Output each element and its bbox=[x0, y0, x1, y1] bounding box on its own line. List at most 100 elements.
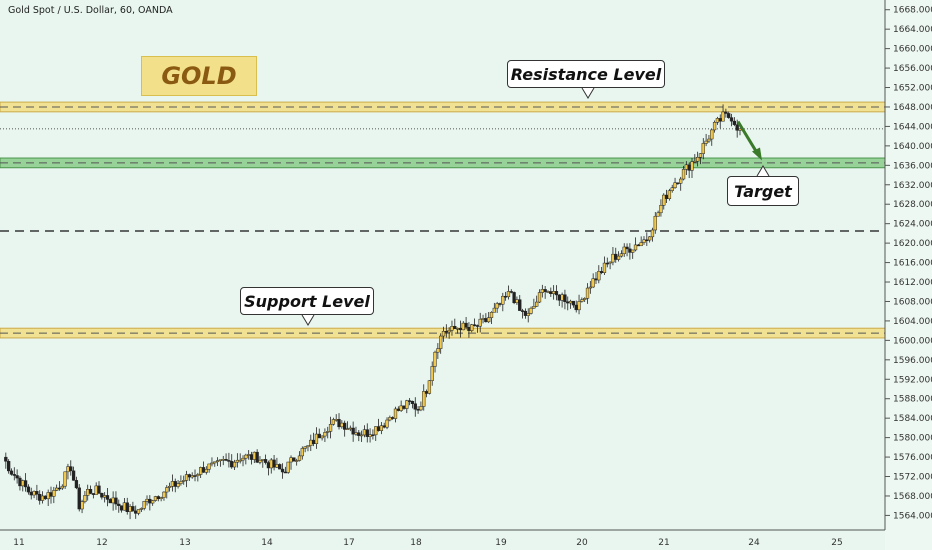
candle bbox=[543, 289, 547, 292]
candle bbox=[619, 253, 624, 257]
x-tick-label: 24 bbox=[748, 538, 760, 548]
candle bbox=[447, 329, 451, 333]
candle bbox=[266, 462, 271, 469]
candle bbox=[162, 491, 166, 498]
y-tick-label: 1604.000 bbox=[893, 317, 932, 327]
candle bbox=[105, 495, 110, 500]
candle bbox=[475, 325, 480, 327]
candle bbox=[729, 117, 734, 122]
candle bbox=[444, 331, 448, 333]
candle bbox=[134, 510, 138, 514]
candle bbox=[207, 463, 211, 470]
candle bbox=[122, 502, 127, 511]
candle bbox=[252, 451, 256, 460]
candle bbox=[15, 475, 19, 479]
resistance-pointer bbox=[581, 87, 595, 99]
candle bbox=[328, 424, 333, 432]
x-tick-label: 25 bbox=[831, 538, 842, 548]
candle bbox=[439, 335, 443, 349]
candle bbox=[501, 295, 505, 305]
candle bbox=[334, 419, 338, 421]
candle bbox=[170, 481, 175, 487]
candle bbox=[622, 246, 626, 254]
candle bbox=[128, 506, 132, 512]
candle bbox=[653, 215, 657, 231]
y-tick-label: 1652.000 bbox=[893, 84, 932, 94]
candle bbox=[88, 489, 93, 494]
candle bbox=[664, 194, 669, 199]
candle bbox=[636, 244, 640, 247]
candle bbox=[108, 499, 112, 504]
candle bbox=[32, 491, 36, 496]
candle bbox=[704, 140, 708, 144]
candle bbox=[201, 467, 206, 473]
candle bbox=[503, 295, 508, 298]
candle bbox=[616, 255, 621, 260]
candle bbox=[23, 480, 28, 488]
candle bbox=[153, 496, 158, 501]
candle bbox=[136, 509, 141, 514]
candle bbox=[410, 401, 415, 404]
y-tick-label: 1584.000 bbox=[893, 414, 932, 424]
candle bbox=[712, 122, 717, 131]
candle bbox=[529, 307, 533, 314]
support-callout: Support Level bbox=[240, 287, 374, 315]
candle bbox=[498, 303, 502, 305]
x-tick-label: 17 bbox=[343, 538, 354, 548]
candle bbox=[230, 461, 234, 468]
candle bbox=[402, 405, 406, 409]
candle bbox=[6, 461, 11, 472]
candle bbox=[585, 287, 590, 299]
candle bbox=[393, 408, 398, 419]
candle bbox=[114, 497, 118, 505]
y-tick-label: 1648.000 bbox=[893, 103, 932, 113]
candle bbox=[21, 480, 25, 487]
candle bbox=[351, 427, 355, 435]
candle bbox=[179, 481, 183, 484]
candle bbox=[18, 477, 22, 487]
candle bbox=[721, 111, 725, 122]
y-tick-label: 1576.000 bbox=[893, 453, 932, 463]
candle bbox=[314, 433, 319, 444]
target-callout: Target bbox=[727, 176, 799, 206]
y-axis-panel bbox=[885, 0, 932, 550]
chart-title: Gold Spot / U.S. Dollar, 60, OANDA bbox=[8, 5, 173, 16]
candle bbox=[690, 161, 694, 171]
candle bbox=[309, 439, 313, 446]
candle bbox=[167, 486, 172, 488]
candle bbox=[49, 492, 53, 497]
y-tick-label: 1572.000 bbox=[893, 473, 932, 483]
candle bbox=[461, 322, 465, 331]
support-pointer bbox=[301, 314, 315, 326]
y-tick-label: 1664.000 bbox=[893, 25, 932, 35]
candle bbox=[300, 448, 304, 457]
candle bbox=[546, 291, 550, 293]
candle bbox=[580, 299, 584, 302]
y-tick-label: 1668.000 bbox=[893, 6, 932, 16]
candle bbox=[574, 304, 578, 311]
candle bbox=[139, 508, 144, 510]
candle bbox=[261, 459, 265, 461]
candle bbox=[187, 474, 192, 478]
candle bbox=[232, 461, 237, 468]
candle bbox=[676, 182, 680, 184]
candle bbox=[715, 118, 720, 123]
candle bbox=[679, 178, 683, 184]
candle bbox=[687, 164, 691, 171]
x-tick-label: 19 bbox=[495, 538, 507, 548]
candle bbox=[419, 406, 423, 411]
candle bbox=[650, 229, 655, 238]
candle bbox=[286, 461, 290, 473]
candle bbox=[148, 498, 152, 504]
candle bbox=[489, 312, 494, 318]
candle bbox=[12, 474, 16, 476]
candle bbox=[495, 303, 499, 309]
y-tick-label: 1656.000 bbox=[893, 64, 932, 74]
candle bbox=[399, 405, 403, 411]
candle bbox=[470, 324, 474, 331]
candle bbox=[633, 244, 638, 251]
candle bbox=[91, 493, 96, 495]
candle bbox=[145, 498, 149, 502]
candle bbox=[83, 495, 87, 502]
